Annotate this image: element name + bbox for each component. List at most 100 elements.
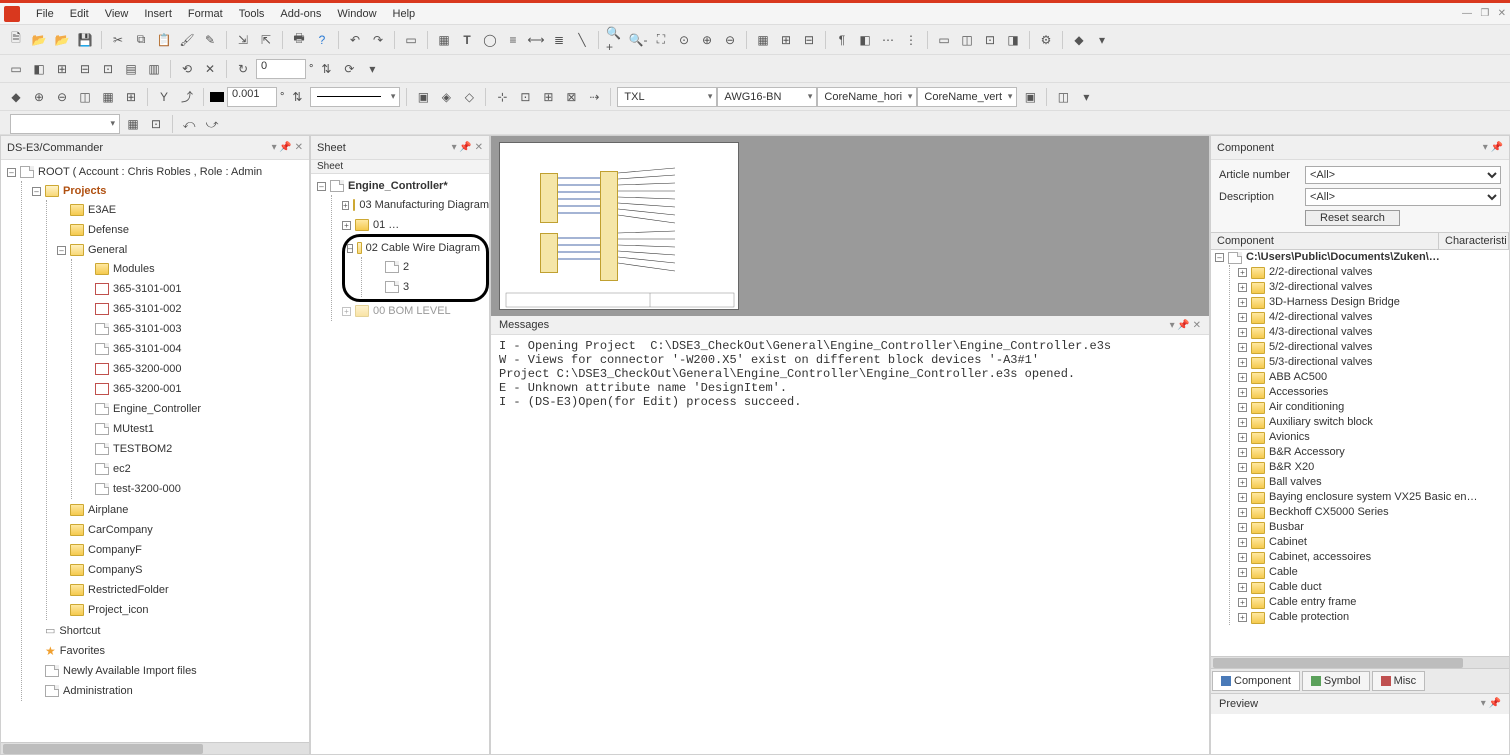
reset-search-button[interactable]: Reset search (1305, 210, 1400, 226)
t2-b-icon[interactable]: ◧ (29, 59, 49, 79)
menu-edit[interactable]: Edit (62, 6, 97, 22)
expander-icon[interactable]: + (1238, 298, 1247, 307)
tree-label[interactable]: Engine_Controller* (348, 177, 448, 195)
t4-d-icon[interactable]: ⤻ (202, 114, 222, 134)
tree-label[interactable]: Air conditioning (1269, 400, 1344, 415)
open-icon[interactable]: 📂 (29, 30, 49, 50)
tree-label[interactable]: B&R X20 (1269, 460, 1314, 475)
expander-icon[interactable]: + (1238, 403, 1247, 412)
tree-label[interactable]: Cable entry frame (1269, 595, 1356, 610)
t2-h-icon[interactable]: ⟲ (177, 59, 197, 79)
tree-label[interactable]: ABB AC500 (1269, 370, 1327, 385)
save-icon[interactable]: 💾 (75, 30, 95, 50)
menu-add-ons[interactable]: Add-ons (272, 6, 329, 22)
more-icon[interactable]: ⋮ (901, 30, 921, 50)
tree-label[interactable]: 02 Cable Wire Diagram (366, 239, 480, 257)
article-combo[interactable]: <All> (1305, 166, 1501, 184)
help-icon[interactable]: ? (312, 30, 332, 50)
t3-q-icon[interactable]: ▣ (1020, 87, 1040, 107)
desc-combo[interactable]: <All> (1305, 188, 1501, 206)
tree-label[interactable]: Beckhoff CX5000 Series (1269, 505, 1389, 520)
dots-icon[interactable]: ⋯ (878, 30, 898, 50)
expander-icon[interactable]: + (1238, 568, 1247, 577)
tree-label[interactable]: Accessories (1269, 385, 1328, 400)
expander-icon[interactable]: + (1238, 478, 1247, 487)
expander-icon[interactable]: + (1238, 283, 1247, 292)
tree-label[interactable]: 365-3101-003 (113, 320, 182, 338)
window-controls[interactable]: — ❐ ✕ (1462, 8, 1506, 19)
tree-label[interactable]: Projects (63, 182, 106, 200)
expander-icon[interactable]: + (1238, 508, 1247, 517)
tree-label[interactable]: 3D-Harness Design Bridge (1269, 295, 1400, 310)
t2-a-icon[interactable]: ▭ (6, 59, 26, 79)
t4-a-icon[interactable]: ▦ (123, 114, 143, 134)
table2-icon[interactable]: ⊞ (776, 30, 796, 50)
tree-label[interactable]: Busbar (1269, 520, 1304, 535)
tree-label[interactable]: Baying enclosure system VX25 Basic en… (1269, 490, 1478, 505)
t3-o-icon[interactable]: ⊠ (561, 87, 581, 107)
expander-icon[interactable]: + (1238, 268, 1247, 277)
link-icon[interactable]: ⇲ (233, 30, 253, 50)
menu-window[interactable]: Window (329, 6, 384, 22)
tree-label[interactable]: 00 BOM LEVEL (373, 302, 451, 320)
tree-label[interactable]: Cabinet (1269, 535, 1307, 550)
tree-label[interactable]: 2 (403, 258, 409, 276)
expander-icon[interactable]: – (1215, 253, 1224, 262)
color-swatch[interactable] (210, 92, 224, 102)
tree-label[interactable]: Engine_Controller (113, 400, 201, 418)
tree-label[interactable]: B&R Accessory (1269, 445, 1345, 460)
t3-l-icon[interactable]: ⊹ (492, 87, 512, 107)
tree-label[interactable]: ec2 (113, 460, 131, 478)
t3-a-icon[interactable]: ◆ (6, 87, 26, 107)
messages-body[interactable]: I - Opening Project C:\DSE3_CheckOut\Gen… (491, 335, 1209, 754)
copy-icon[interactable]: ⧉ (131, 30, 151, 50)
tree-label[interactable]: C:\Users\Public\Documents\Zuken\… (1246, 250, 1440, 265)
redo-icon[interactable]: ↷ (368, 30, 388, 50)
commander-hscroll[interactable] (1, 742, 309, 754)
tree-label[interactable]: 3/2-directional valves (1269, 280, 1372, 295)
t3-p-icon[interactable]: ⇢ (584, 87, 604, 107)
t3-d-icon[interactable]: ◫ (75, 87, 95, 107)
box-icon[interactable]: ◧ (855, 30, 875, 50)
expander-icon[interactable]: + (1238, 373, 1247, 382)
step-stepper[interactable]: ⇅ (287, 87, 307, 107)
t3-s-icon[interactable]: ▾ (1076, 87, 1096, 107)
tree-label[interactable]: 365-3101-004 (113, 340, 182, 358)
tree-label[interactable]: 03 Manufacturing Diagram (359, 196, 489, 214)
zoom3-icon[interactable]: ⊖ (720, 30, 740, 50)
tree-label[interactable]: Cabinet, accessoires (1269, 550, 1371, 565)
t3-j-icon[interactable]: ◈ (436, 87, 456, 107)
link2-icon[interactable]: ⇱ (256, 30, 276, 50)
menu-insert[interactable]: Insert (136, 6, 180, 22)
tree-label[interactable]: CompanyS (88, 561, 142, 579)
tree-label[interactable]: Avionics (1269, 430, 1310, 445)
line-icon[interactable]: ╲ (572, 30, 592, 50)
angle-input[interactable]: 0 (256, 59, 306, 79)
expander-icon[interactable]: + (1238, 523, 1247, 532)
t3-k-icon[interactable]: ◇ (459, 87, 479, 107)
tree-label[interactable]: 4/2-directional valves (1269, 310, 1372, 325)
grid-icon[interactable]: ▦ (434, 30, 454, 50)
tree-label[interactable]: 3 (403, 278, 409, 296)
pen-icon[interactable]: ✎ (200, 30, 220, 50)
open2-icon[interactable]: 📂 (52, 30, 72, 50)
tree-label[interactable]: Cable protection (1269, 610, 1349, 625)
expander-icon[interactable]: + (1238, 433, 1247, 442)
zoomin-icon[interactable]: 🔍+ (605, 30, 625, 50)
expander-icon[interactable]: + (1238, 313, 1247, 322)
t4-c-icon[interactable]: ⤺ (179, 114, 199, 134)
panel-controls[interactable]: ▾ 📌 ✕ (452, 142, 483, 153)
expander-icon[interactable]: + (1238, 583, 1247, 592)
tree-label[interactable]: 01 … (373, 216, 399, 234)
tree-label[interactable]: Auxiliary switch block (1269, 415, 1373, 430)
tree-label[interactable]: 2/2-directional valves (1269, 265, 1372, 280)
tree-label[interactable]: test-3200-000 (113, 480, 181, 498)
col-characteristic[interactable]: Characteristi (1439, 233, 1509, 249)
t2-j-icon[interactable]: ⟳ (339, 59, 359, 79)
rect-icon[interactable]: ▭ (401, 30, 421, 50)
t3-n-icon[interactable]: ⊞ (538, 87, 558, 107)
print-icon[interactable]: 🖶 (289, 30, 309, 50)
zoomfit-icon[interactable]: ⛶ (651, 30, 671, 50)
tree-label[interactable]: E3AE (88, 201, 116, 219)
tree-label[interactable]: Administration (63, 682, 133, 700)
